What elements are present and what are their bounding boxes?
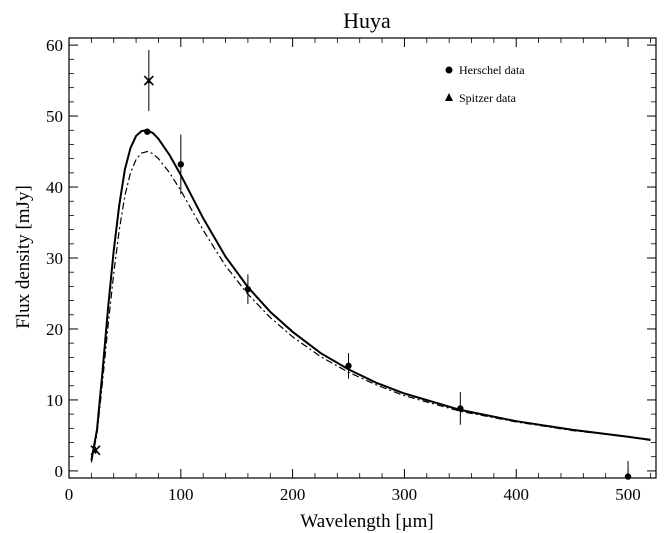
herschel-data-point bbox=[345, 362, 352, 370]
y-tick-label: 50 bbox=[46, 107, 63, 126]
model-curve-solid bbox=[90, 129, 651, 461]
x-tick-label: 200 bbox=[280, 485, 306, 504]
x-axis-label: Wavelength [µm] bbox=[300, 511, 433, 532]
y-tick-label: 40 bbox=[46, 178, 63, 197]
x-tick-label: 500 bbox=[615, 485, 641, 504]
plot-frame bbox=[68, 37, 657, 479]
herschel-data-point bbox=[144, 128, 151, 135]
model-curve-dashdot bbox=[90, 150, 651, 463]
chart-title: Huya bbox=[343, 8, 391, 33]
herschel-data-point bbox=[457, 405, 464, 412]
y-tick-label: 10 bbox=[46, 391, 63, 410]
y-tick-label: 60 bbox=[46, 36, 63, 55]
herschel-data-point bbox=[624, 473, 632, 480]
legend: Herschel data Spitzer data bbox=[445, 63, 525, 105]
x-tick-label: 100 bbox=[168, 485, 194, 504]
x-tick-label: 400 bbox=[503, 485, 529, 504]
y-tick-label: 0 bbox=[55, 462, 64, 481]
herschel-data-point bbox=[177, 161, 185, 168]
x-tick-label: 300 bbox=[392, 485, 418, 504]
spitzer-data-point-core bbox=[145, 77, 152, 84]
legend-triangle-marker bbox=[445, 93, 453, 101]
x-tick-label: 0 bbox=[65, 485, 74, 504]
plot-area: 0 100 200 300 400 500 0 10 20 30 40 50 60 bbox=[46, 36, 657, 504]
legend-label: Spitzer data bbox=[459, 91, 517, 105]
y-tick-label: 20 bbox=[46, 320, 63, 339]
y-axis-label: Flux density [mJy] bbox=[13, 185, 34, 329]
legend-circle-marker bbox=[445, 66, 453, 74]
herschel-data-point bbox=[244, 286, 252, 293]
y-tick-label: 30 bbox=[46, 249, 63, 268]
spitzer-data-point-core bbox=[92, 447, 99, 453]
legend-label: Herschel data bbox=[459, 63, 525, 77]
